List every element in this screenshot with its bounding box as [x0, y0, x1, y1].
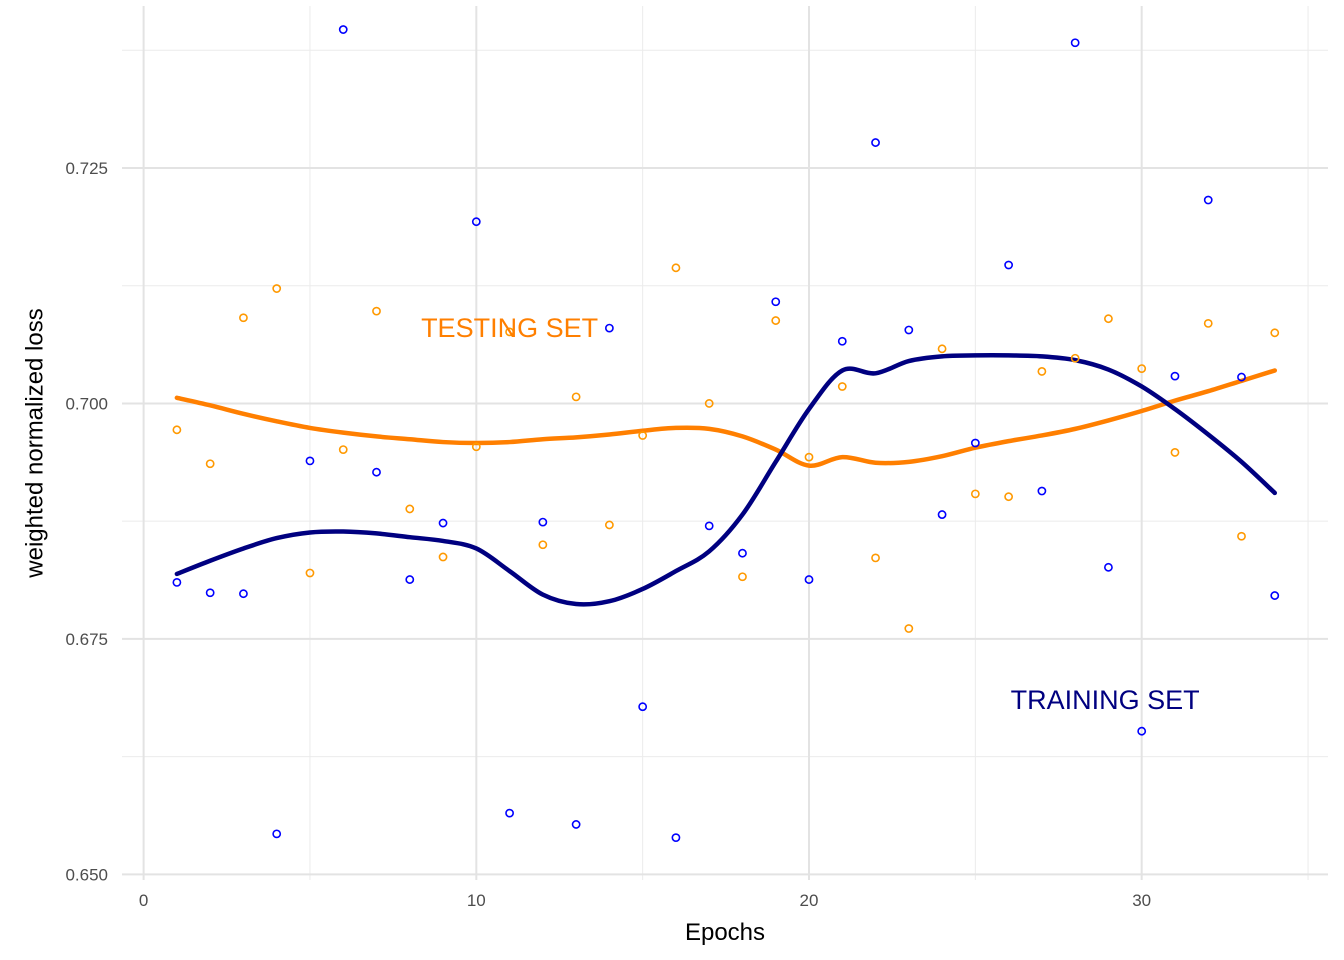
- data-point-0: [904, 325, 914, 335]
- data-point-1: [904, 624, 914, 633]
- data-point-1: [1237, 531, 1246, 541]
- data-point-1: [771, 316, 781, 325]
- data-point-1: [272, 284, 282, 293]
- smooth-line-2: [174, 368, 1278, 468]
- data-point-1: [671, 263, 681, 273]
- data-point-1: [1070, 353, 1080, 363]
- data-point-1: [438, 552, 448, 562]
- data-point-1: [372, 306, 381, 316]
- data-point-0: [239, 589, 248, 599]
- data-point-0: [272, 829, 282, 839]
- x-tick-labels: 0 10 20 30: [139, 891, 1151, 910]
- x-tick-label: 20: [800, 891, 819, 910]
- data-point-1: [804, 452, 814, 462]
- data-point-1: [1203, 318, 1213, 328]
- x-tick-label: 30: [1132, 891, 1151, 910]
- data-point-0: [1270, 591, 1280, 600]
- data-point-0: [338, 25, 348, 34]
- data-point-0: [837, 336, 847, 346]
- data-point-1: [538, 540, 548, 550]
- data-point-0: [1203, 195, 1213, 205]
- data-point-1: [1037, 367, 1047, 376]
- data-point-1: [305, 568, 315, 578]
- data-point-0: [471, 217, 481, 227]
- data-point-1: [239, 313, 248, 323]
- data-point-0: [505, 808, 514, 818]
- y-tick-label: 0.675: [65, 630, 108, 649]
- data-point-1: [704, 399, 714, 408]
- data-point-0: [205, 588, 215, 598]
- data-point-1: [970, 489, 980, 499]
- data-point-0: [1237, 372, 1246, 382]
- data-point-1: [738, 572, 747, 582]
- data-point-0: [1137, 726, 1147, 736]
- data-point-1: [571, 392, 581, 402]
- data-point-0: [937, 510, 947, 519]
- data-point-1: [638, 431, 648, 440]
- data-point-1: [604, 520, 614, 530]
- y-tick-label: 0.725: [65, 159, 108, 178]
- data-point-0: [571, 820, 581, 829]
- data-point-1: [1004, 492, 1014, 502]
- data-point-0: [738, 548, 747, 558]
- data-point-0: [1004, 260, 1014, 270]
- data-point-0: [1037, 486, 1047, 496]
- data-point-0: [305, 456, 315, 466]
- data-point-1: [505, 327, 514, 337]
- x-tick-label: 10: [467, 891, 486, 910]
- annotation-label: TRAINING SET: [1011, 685, 1200, 715]
- data-point-1: [205, 459, 215, 469]
- data-point-0: [804, 575, 814, 584]
- data-point-0: [1170, 371, 1180, 381]
- annotation-label: TESTING SET: [421, 313, 598, 343]
- data-point-0: [638, 702, 648, 712]
- data-point-0: [405, 575, 415, 584]
- data-point-0: [704, 521, 714, 531]
- data-points: [172, 25, 1280, 843]
- data-point-1: [1104, 314, 1113, 324]
- y-tick-label: 0.650: [65, 865, 108, 884]
- data-point-1: [837, 382, 847, 391]
- data-point-0: [538, 517, 548, 527]
- data-point-0: [372, 467, 381, 477]
- smooth-line-3: [174, 353, 1278, 607]
- data-point-1: [937, 344, 947, 354]
- data-point-1: [172, 425, 182, 435]
- data-point-1: [471, 442, 481, 452]
- data-point-0: [671, 833, 681, 843]
- x-tick-label: 0: [139, 891, 148, 910]
- data-point-1: [871, 553, 880, 563]
- data-point-0: [1104, 562, 1113, 572]
- data-point-0: [1070, 38, 1080, 48]
- x-axis-title: Epochs: [685, 919, 765, 946]
- data-point-1: [1137, 364, 1147, 373]
- smooth-lines: [174, 353, 1278, 607]
- data-point-1: [1270, 328, 1280, 338]
- y-tick-labels: 0.650 0.675 0.700 0.725: [65, 159, 108, 884]
- y-tick-label: 0.700: [65, 394, 108, 413]
- data-point-0: [871, 138, 880, 147]
- data-point-1: [338, 445, 348, 454]
- data-point-1: [1170, 448, 1180, 457]
- annotations: TESTING SET TRAINING SET: [421, 313, 1200, 715]
- data-point-0: [771, 297, 781, 307]
- data-point-0: [172, 577, 182, 587]
- minor-grid: [122, 6, 1328, 880]
- data-point-0: [970, 438, 980, 448]
- data-point-1: [405, 504, 415, 514]
- y-axis-title: weighted normalized loss: [21, 308, 48, 578]
- major-grid: [122, 6, 1328, 880]
- data-point-0: [438, 518, 448, 528]
- data-point-0: [604, 323, 614, 333]
